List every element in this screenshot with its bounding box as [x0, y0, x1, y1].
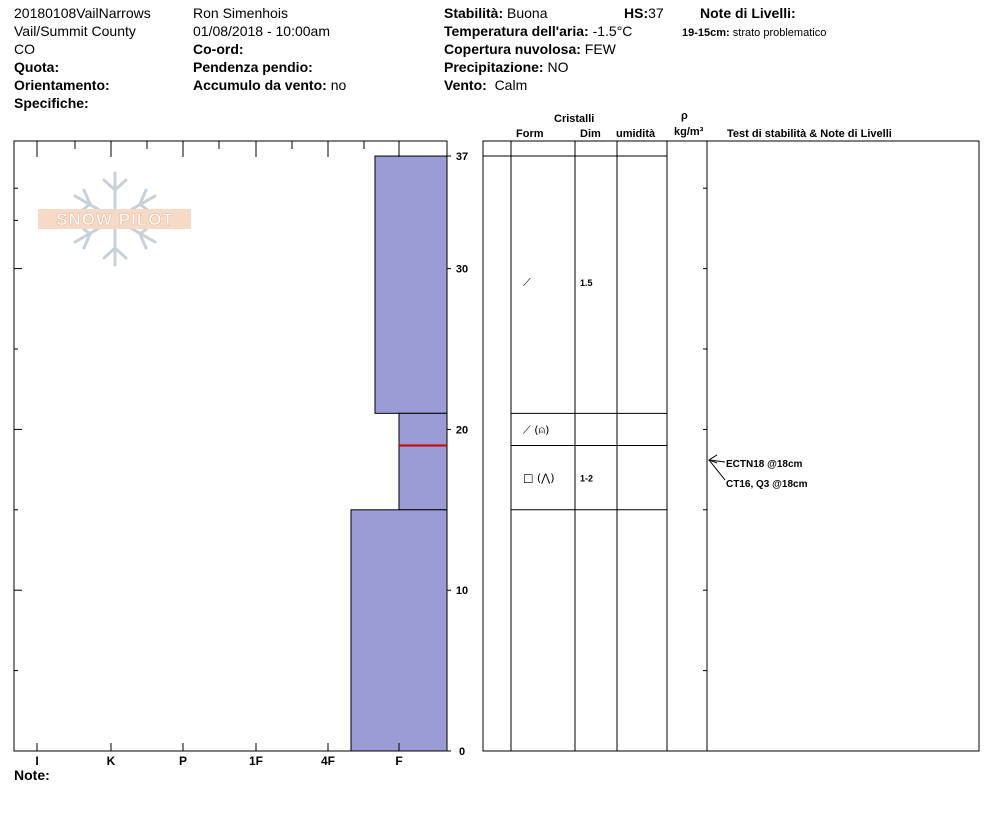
layer-table-frame [482, 140, 980, 752]
umidita-header: umidità [616, 128, 656, 140]
stabilita-row: Stabilità: Buona [444, 5, 548, 21]
precipitazione-value: NO [547, 59, 569, 75]
table-column-lines [510, 141, 708, 751]
site-name: 20180108VailNarrows [14, 5, 151, 21]
dim-header: Dim [580, 128, 601, 140]
hardness-bar [398, 444, 448, 511]
orientamento-label: Orientamento: [14, 77, 110, 93]
depth-axis-labels: 0 10 20 30 37 [447, 151, 667, 758]
crystal-size: 1.5 [580, 278, 593, 288]
temperatura-value: -1.5°C [592, 23, 633, 39]
hardness-tick-label: P [179, 754, 187, 768]
tests-header: Test di stabilità & Note di Livelli [727, 128, 892, 140]
temperatura-row: Temperatura dell'aria: -1.5°C [444, 23, 632, 39]
test-pointer-line [708, 459, 726, 463]
stability-test-label: CT16, Q3 @18cm [726, 479, 808, 490]
vento-value: Calm [494, 77, 528, 93]
observation-datetime: 01/08/2018 - 10:00am [193, 23, 330, 39]
accumulo-label: Accumulo da vento: [193, 77, 327, 93]
depth-tick-label: 10 [456, 585, 468, 597]
accumulo-row: Accumulo da vento: no [193, 77, 346, 93]
stabilita-label: Stabilità: [444, 5, 504, 21]
pendenza-label: Pendenza pendio: [193, 59, 313, 75]
table-rows: ⟋ 1.5 ⟋ (⍝) □ (⋀) 1-2 [511, 276, 667, 511]
hardness-bar [398, 412, 448, 446]
crystal-size: 1-2 [580, 474, 593, 484]
test-pointer-line [708, 459, 726, 481]
note-livelli-label: Note di Livelli: [700, 5, 796, 21]
vento-label: Vento: [444, 77, 487, 93]
stabilita-value: Buona [507, 5, 548, 21]
hs-label: HS: [624, 5, 649, 21]
hardness-tick-label: 4F [321, 754, 335, 768]
density-unit-header: kg/m³ [674, 126, 704, 138]
form-header: Form [516, 128, 544, 140]
depth-tick-label: 30 [456, 264, 468, 276]
site-state: CO [14, 41, 35, 57]
layer-note-range: 19-15cm: [682, 27, 730, 39]
hardness-bar [350, 509, 448, 752]
frame-ticks [14, 141, 707, 751]
temperatura-label: Temperatura dell'aria: [444, 23, 589, 39]
hardness-bar [374, 155, 448, 414]
hardness-tick-label: K [107, 754, 116, 768]
depth-tick-label: 37 [456, 151, 468, 163]
logo-banner [38, 209, 191, 229]
hardness-tick-label: I [35, 754, 38, 768]
precipitazione-row: Precipitazione: NO [444, 59, 568, 75]
hardness-axis-labels: I K P 1F 4F F [35, 754, 402, 768]
cristalli-header: Cristalli [554, 113, 595, 125]
copertura-row: Copertura nuvolosa: FEW [444, 41, 616, 57]
hs-value: 37 [648, 5, 664, 21]
crystal-form: ⟋ [523, 276, 531, 289]
depth-tick-label: 20 [456, 424, 468, 436]
hs-row: HS:37 [624, 5, 664, 21]
precipitazione-label: Precipitazione: [444, 59, 544, 75]
site-county: Vail/Summit County [14, 23, 136, 39]
crystal-form: ⟋ (⍝) [523, 423, 549, 436]
hardness-tick-label: F [395, 754, 402, 768]
layer-note-text: strato problematico [732, 27, 827, 39]
crystal-form: □ (⋀) [523, 472, 555, 485]
stability-test-label: ECTN18 @18cm [726, 459, 803, 470]
rho-header: ρ [681, 110, 688, 122]
accumulo-value: no [330, 77, 347, 93]
specifiche-label: Specifiche: [14, 95, 89, 111]
depth-tick-label: 0 [459, 746, 465, 758]
layer-note: 19-15cm: strato problematico [682, 25, 826, 41]
vento-row: Vento: Calm [444, 77, 527, 93]
hardness-layers [350, 155, 448, 752]
hardness-tick-label: 1F [249, 754, 263, 768]
coord-label: Co-ord: [193, 41, 244, 57]
note-label: Note: [14, 767, 50, 783]
observer-name: Ron Simenhois [193, 5, 288, 21]
logo-text: SNOW PILOT [56, 210, 174, 229]
copertura-value: FEW [584, 41, 616, 57]
copertura-label: Copertura nuvolosa: [444, 41, 581, 57]
stability-tests: ECTN18 @18cm CT16, Q3 @18cm [707, 454, 808, 490]
quota-label: Quota: [14, 59, 60, 75]
